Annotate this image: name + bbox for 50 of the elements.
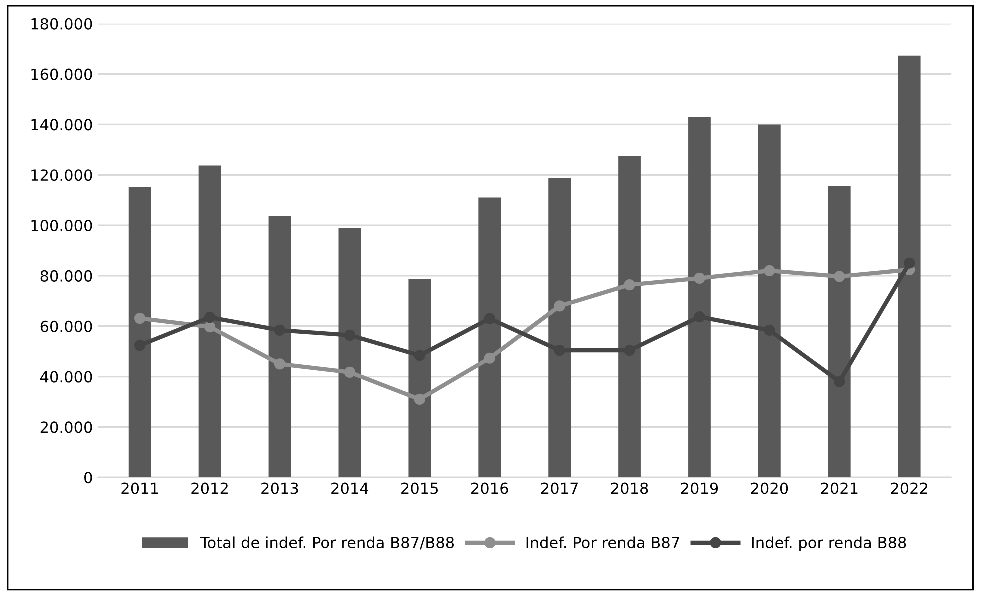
x-tick-label: 2021 xyxy=(821,482,858,494)
legend-label: Indef. Por renda B87 xyxy=(526,536,680,549)
point xyxy=(274,358,286,370)
bar xyxy=(268,216,292,478)
point xyxy=(344,366,356,378)
bar xyxy=(758,124,781,478)
point xyxy=(484,352,496,364)
x-tick-label: 2022 xyxy=(891,482,928,494)
y-tick-label: 160.000 xyxy=(32,68,92,80)
point xyxy=(204,322,216,333)
x-tick-label: 2020 xyxy=(751,482,788,494)
bar xyxy=(688,117,711,478)
bar xyxy=(128,186,152,478)
bar xyxy=(338,228,362,478)
legend-label: Indef. por renda B88 xyxy=(752,536,906,552)
y-tick-label: 120.000 xyxy=(32,170,92,182)
point xyxy=(624,279,636,291)
x-tick-label: 2014 xyxy=(332,482,369,494)
bar xyxy=(548,178,572,478)
y-tick-label: 100.000 xyxy=(32,220,92,232)
y-tick-label: 60.000 xyxy=(40,320,92,332)
point xyxy=(834,271,846,282)
legend-label: Total de indef. Por renda B87/B88 xyxy=(200,536,454,550)
point xyxy=(134,312,146,324)
point xyxy=(764,265,776,276)
point xyxy=(414,394,426,406)
x-tick-label: 2015 xyxy=(402,482,438,494)
y-tick-label: 0 xyxy=(84,472,92,484)
bar xyxy=(828,186,851,478)
point xyxy=(554,300,566,312)
bar xyxy=(408,278,432,478)
x-tick-label: 2013 xyxy=(262,482,298,494)
point xyxy=(904,258,916,269)
y-tick-label: 140.000 xyxy=(32,119,92,131)
y-tick-label: 40.000 xyxy=(40,371,92,383)
x-tick-label: 2011 xyxy=(122,482,158,494)
point xyxy=(694,272,706,284)
bar xyxy=(898,56,921,478)
bar xyxy=(618,156,641,478)
x-tick-label: 2016 xyxy=(472,482,508,494)
x-tick-label: 2017 xyxy=(541,482,578,494)
bar xyxy=(198,166,222,478)
y-tick-label: 20.000 xyxy=(40,422,92,434)
y-tick-label: 80.000 xyxy=(40,270,92,282)
point xyxy=(204,312,216,324)
x-tick-label: 2019 xyxy=(681,482,718,494)
bar xyxy=(478,198,502,478)
x-tick-label: 2012 xyxy=(192,482,228,494)
x-tick-label: 2018 xyxy=(611,482,648,494)
y-tick-label: 180.000 xyxy=(32,18,92,30)
